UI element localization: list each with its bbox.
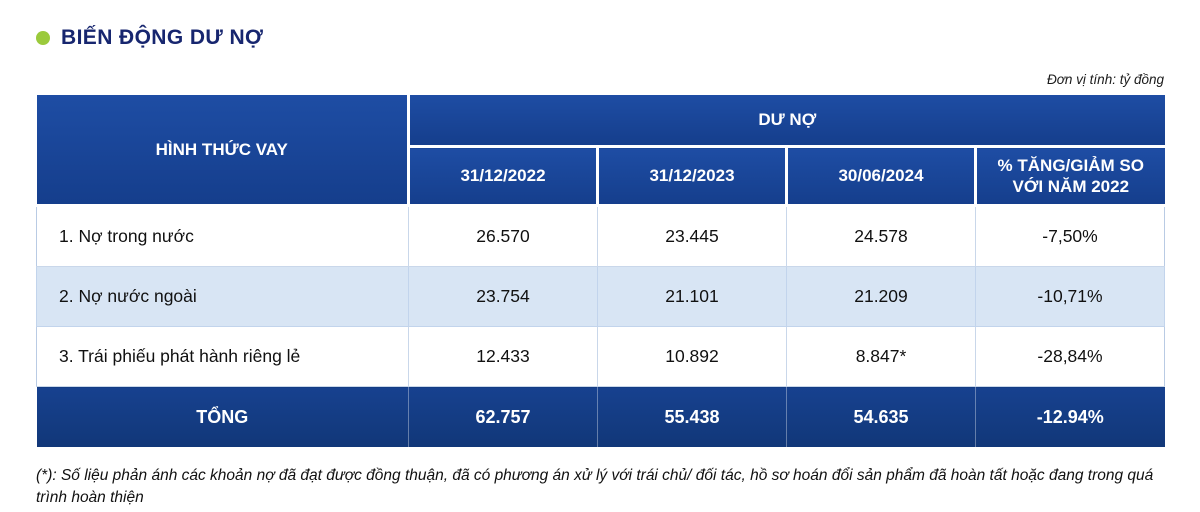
cell-2024: 21.209: [786, 266, 976, 327]
cell-percent: -7,50%: [974, 205, 1166, 267]
total-2022: 62.757: [408, 386, 598, 447]
total-percent: -12.94%: [974, 386, 1165, 447]
cell-2024: 24.578: [786, 205, 976, 267]
debt-table: HÌNH THỨC VAY DƯ NỢ 31/12/2022 31/12/202…: [36, 95, 1166, 447]
cell-2023: 21.101: [597, 266, 787, 327]
table-row-total: TỔNG 62.757 55.438 54.635 -12.94%: [36, 386, 1165, 447]
cell-percent: -28,84%: [974, 326, 1166, 387]
column-header-date-2024: 30/06/2024: [785, 145, 977, 207]
page-title: BIẾN ĐỘNG DƯ NỢ: [61, 26, 264, 49]
column-header-date-2023: 31/12/2023: [596, 145, 788, 207]
cell-2023: 23.445: [597, 205, 787, 267]
column-header-loan-type: HÌNH THỨC VAY: [36, 95, 410, 207]
cell-2024: 8.847*: [786, 326, 976, 387]
total-label: TỔNG: [36, 386, 409, 447]
table-header: HÌNH THỨC VAY DƯ NỢ 31/12/2022 31/12/202…: [36, 95, 1165, 207]
unit-note: Đơn vị tính: tỷ đồng: [1047, 72, 1164, 87]
cell-2022: 23.754: [408, 266, 598, 327]
cell-2022: 12.433: [408, 326, 598, 387]
row-label: 3. Trái phiếu phát hành riêng lẻ: [36, 326, 409, 387]
column-header-date-2022: 31/12/2022: [408, 145, 599, 207]
table-row-private-bonds: 3. Trái phiếu phát hành riêng lẻ 12.433 …: [36, 326, 1166, 387]
cell-2023: 10.892: [597, 326, 787, 387]
table-header-row-1: HÌNH THỨC VAY DƯ NỢ: [36, 95, 1165, 207]
table-row-domestic-debt: 1. Nợ trong nước 26.570 23.445 24.578 -7…: [36, 205, 1166, 267]
row-label: 1. Nợ trong nước: [36, 205, 409, 267]
table-body: 1. Nợ trong nước 26.570 23.445 24.578 -7…: [36, 205, 1166, 447]
row-label: 2. Nợ nước ngoài: [36, 266, 409, 327]
column-group-header-outstanding-debt: DƯ NỢ: [406, 95, 1165, 148]
bullet-icon: [36, 31, 50, 45]
total-2024: 54.635: [786, 386, 976, 447]
total-2023: 55.438: [597, 386, 787, 447]
table-header-row-2: 31/12/2022 31/12/2023 30/06/2024 % TĂNG/…: [37, 145, 1165, 207]
cell-2022: 26.570: [408, 205, 598, 267]
footnote: (*): Số liệu phản ánh các khoản nợ đã đạ…: [36, 467, 1154, 507]
page-title-row: BIẾN ĐỘNG DƯ NỢ: [36, 26, 1164, 50]
table-row-foreign-debt: 2. Nợ nước ngoài 23.754 21.101 21.209 -1…: [36, 266, 1166, 327]
cell-percent: -10,71%: [974, 266, 1166, 327]
column-header-percent-change: % TĂNG/GIẢM SO VỚI NĂM 2022: [973, 145, 1165, 207]
